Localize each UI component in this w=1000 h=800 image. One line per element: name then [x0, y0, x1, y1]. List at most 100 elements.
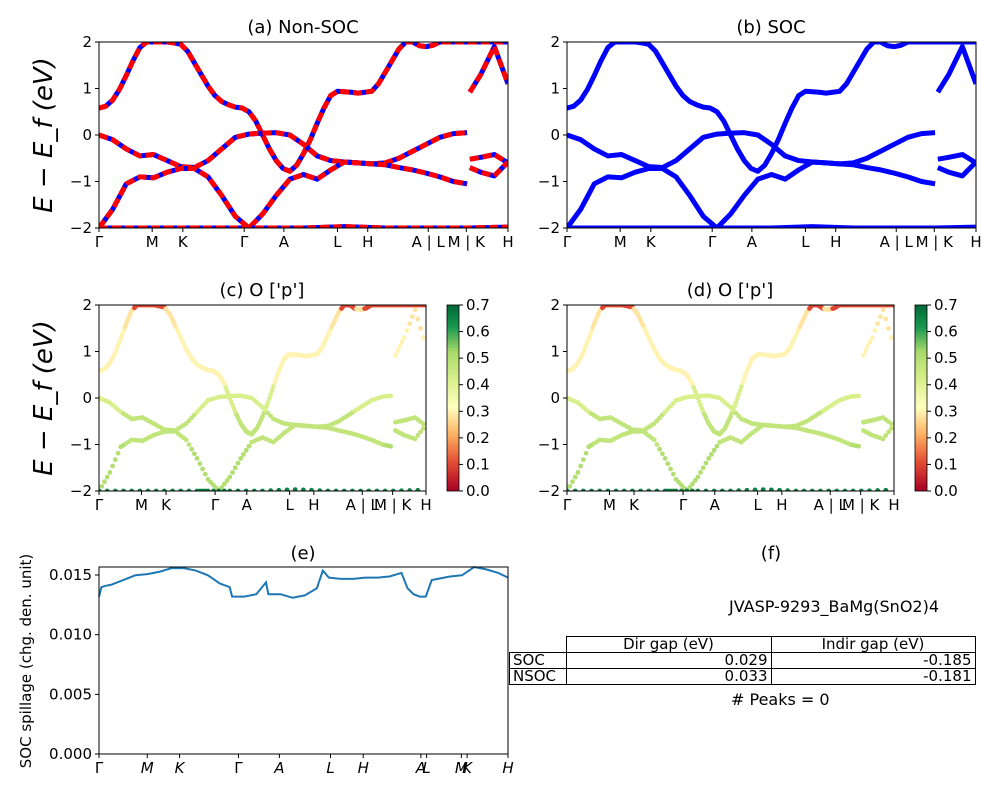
panel-b-ytick-label: −1 [538, 173, 560, 191]
panel-c-projected-dot [382, 488, 388, 491]
panel-b-xtick-label: Γ [563, 233, 572, 251]
panel-d-projected-dot [572, 488, 578, 491]
panel-c-xtick-label: M [135, 496, 148, 514]
panel-d-projected-dot [777, 487, 782, 491]
panel-d-projected-dot [740, 380, 746, 385]
panel-c-projected-dot [395, 348, 401, 354]
panel-c-projected-dot [350, 488, 355, 491]
panel-c-projected-dot [162, 488, 167, 491]
panel-d-projected-dot [858, 488, 864, 491]
panel-e-x-ticks: Γ M K Γ A L H AL MK H [95, 754, 514, 777]
panel-c-projected-dot [260, 488, 265, 491]
panel-c-projected-dot [197, 461, 203, 467]
panel-c-projected-dot [407, 321, 413, 326]
panel-d-projected-dot [736, 392, 742, 397]
panel-c-xtick-label: H [308, 496, 319, 514]
panel-a-ytick-label: −2 [70, 219, 92, 237]
soc-indir-gap: -0.185 [770, 652, 976, 669]
panel-c-projected-dot [317, 488, 323, 491]
panel-d-projected-dot [877, 314, 883, 320]
panel-c-xtick-label: L [285, 496, 294, 514]
panel-d-projected-dot [793, 488, 799, 491]
panel-c-cbtick-label: 0.6 [466, 323, 490, 341]
panel-c-projected-dot [189, 446, 195, 452]
panel-a-xtick-label: H [502, 233, 513, 251]
panel-b-ytick-label: 2 [550, 33, 560, 51]
panel-d-projected-dot [695, 488, 701, 491]
panel-d-cbtick-label: 0.6 [934, 323, 958, 341]
panel-c-projected-dot [418, 429, 423, 435]
panel-d-projected-dot [883, 487, 889, 491]
panel-b-band-line [567, 42, 976, 174]
panel-c-projected-dot [276, 487, 282, 491]
panel-d-projected-dot [880, 307, 886, 313]
panel-d-cbtick-label: 0.1 [934, 455, 958, 473]
panel-c-projected-dot [129, 488, 135, 491]
panel-c-projected-dot [415, 487, 421, 491]
gap-table: Dir gap (eV) Indir gap (eV) SOC 0.029 -0… [509, 636, 976, 685]
panel-d-projected-dot [863, 348, 869, 354]
panel-b-ytick-label: 0 [550, 126, 560, 144]
panel-d-ytick-label: 2 [550, 296, 560, 314]
panel-c-projected-dot [99, 483, 105, 489]
panel-d-projected-dot [744, 487, 750, 491]
panel-d-y-ticks: 2 1 0 −1 −2 [538, 296, 567, 500]
panel-e-xtick-label: K [175, 759, 186, 777]
panel-d-projected-dot [861, 352, 866, 358]
panel-e-xtick-label: H [358, 759, 369, 777]
panel-d-projected-dot [659, 451, 665, 457]
panel-c-projected-dot [104, 488, 110, 491]
panel-d-projected-dot [856, 393, 861, 399]
panel-a-band-line-nsoc [99, 159, 468, 228]
panel-d-projected-dot [818, 488, 823, 491]
panel-d-projected-dot [570, 479, 575, 485]
panel-c-projected-dot [273, 376, 279, 382]
panel-e-xtick-label: L [326, 759, 334, 777]
panel-c-projected-dot [104, 474, 110, 480]
panel-e-xtick-label: M [455, 759, 468, 777]
panel-c-projected-dot [268, 392, 274, 397]
panel-c-projected-dot [216, 488, 222, 491]
panel-e-ytick-label: 0.010 [49, 626, 92, 644]
panel-b-ytick-label: 1 [550, 80, 560, 98]
panel-c-title: (c) O ['p'] [220, 280, 305, 301]
panel-c-projected-dot [374, 488, 380, 491]
panel-d-projected-dot [875, 488, 881, 491]
panel-d-projected-dot [883, 316, 889, 322]
panel-c-projected-dot [251, 488, 257, 491]
panel-d-projected-dot [651, 437, 657, 443]
panel-d-xtick-label: Γ [679, 496, 688, 514]
panel-d-projected-dot [695, 474, 701, 480]
panel-a-band-line-nsoc [469, 152, 508, 166]
panel-c-projected-dot [221, 481, 227, 487]
panel-d-projected-dot [580, 457, 586, 463]
panel-d-projected-dot [670, 471, 676, 477]
panel-d-projected-dot [785, 488, 791, 491]
panel-a-band-line-nsoc [99, 42, 508, 174]
panel-c-xtick-label: H [420, 496, 431, 514]
panel-a-xtick-label: M | K [448, 233, 487, 251]
panel-d-xtick-label: L [753, 496, 762, 514]
panel-a-xtick-label: H [362, 233, 373, 251]
panel-b-band-line [937, 152, 976, 166]
panel-a-xtick-label: Γ [240, 233, 249, 251]
panel-d-xtick-label: M [603, 496, 616, 514]
panel-c-projected-dot [269, 388, 275, 393]
panel-c-projected-dot [388, 443, 393, 449]
panel-c-projected-dot [399, 488, 404, 491]
panel-c-projected-dot [404, 328, 410, 333]
panel-a-xtick-label: K [178, 233, 189, 251]
panel-c-projected-dot [309, 487, 314, 491]
panel-c-projected-dot [230, 470, 235, 475]
panel-e-xtick-label: M [141, 759, 154, 777]
panel-a-xtick-label: L [333, 233, 342, 251]
panel-d-projected-dot [890, 305, 894, 308]
panel-a-xtick-label: Γ [95, 233, 104, 251]
col-dir-gap: Dir gap (eV) [565, 636, 772, 653]
panel-d-ytick-label: 0 [550, 389, 560, 407]
panel-d-cbtick-label: 0.2 [934, 429, 958, 447]
